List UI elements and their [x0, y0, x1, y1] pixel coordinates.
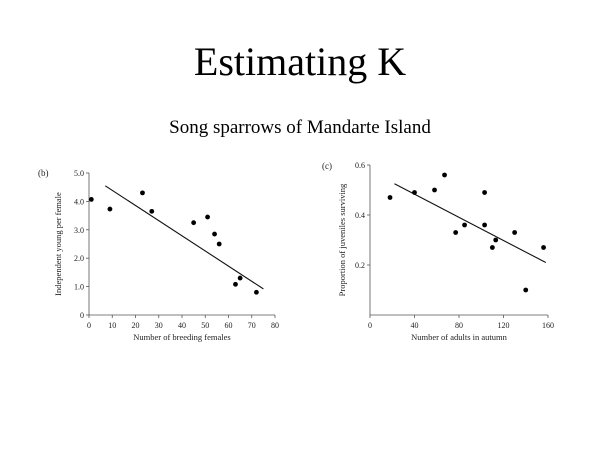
data-point-c [493, 237, 499, 243]
y-tick-label-b: 0 [80, 311, 84, 320]
x-tick-label-c: 160 [542, 321, 554, 330]
data-point-c [432, 187, 437, 193]
x-axis-label-c: Number of adults in autumn [411, 332, 508, 342]
data-point-b [237, 275, 243, 281]
data-point-b [191, 220, 197, 226]
data-point-c [512, 230, 518, 235]
data-point-c [412, 190, 417, 195]
data-point-c [462, 222, 467, 228]
y-tick-label-b: 1.0 [74, 283, 84, 292]
data-point-b [107, 206, 113, 212]
data-point-b [205, 214, 210, 220]
x-tick-label-b: 10 [108, 321, 116, 330]
trend-line-c [394, 183, 547, 263]
data-point-c [387, 195, 393, 200]
x-tick-label-c: 0 [368, 321, 372, 330]
data-point-c [482, 190, 487, 195]
x-tick-label-c: 120 [498, 321, 510, 330]
data-point-b [233, 281, 238, 287]
x-tick-label-b: 20 [132, 321, 140, 330]
data-point-c [541, 245, 546, 250]
x-tick-label-b: 80 [271, 321, 279, 330]
y-tick-label-b: 3.0 [74, 226, 84, 235]
x-tick-label-b: 40 [178, 321, 186, 330]
data-point-c [482, 222, 487, 228]
trend-line-b [104, 185, 264, 290]
data-point-c [489, 245, 495, 250]
y-tick-label-b: 2.0 [74, 254, 84, 263]
panel-label-c: (c) [322, 161, 332, 171]
x-tick-label-c: 40 [411, 321, 419, 330]
data-point-b [254, 289, 259, 295]
y-tick-label-c: 0.6 [355, 161, 365, 170]
y-axis-label-b: Independent young per female [53, 192, 63, 296]
slide-subtitle: Song sparrows of Mandarte Island [169, 117, 431, 138]
data-point-b [212, 231, 217, 237]
x-tick-label-c: 80 [455, 321, 463, 330]
x-tick-label-b: 0 [87, 321, 91, 330]
data-point-b [149, 208, 155, 214]
x-tick-label-b: 60 [225, 321, 233, 330]
data-point-b [88, 197, 94, 202]
data-point-b [140, 190, 145, 196]
x-tick-label-b: 50 [201, 321, 209, 330]
y-axis-label-c: Proportion of juveniles surviving [337, 183, 347, 296]
y-tick-label-b: 5.0 [74, 169, 84, 178]
y-tick-label-c: 0.2 [355, 261, 365, 270]
x-axis-label-b: Number of breeding females [133, 332, 230, 342]
y-tick-label-c: 0.4 [355, 211, 365, 220]
data-point-c [442, 172, 447, 178]
x-tick-label-b: 70 [248, 321, 256, 330]
panel-label-b: (b) [38, 168, 49, 178]
data-point-b [216, 241, 222, 247]
slide-title: Estimating K [193, 39, 407, 84]
data-point-c [523, 287, 529, 293]
x-tick-label-b: 30 [155, 321, 163, 330]
y-tick-label-b: 4.0 [74, 197, 84, 206]
data-point-c [453, 230, 459, 235]
